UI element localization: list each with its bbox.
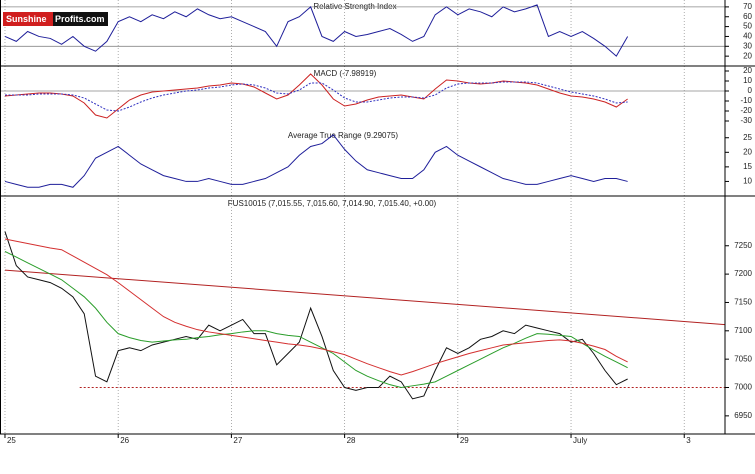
y-tick-label: 6950 <box>734 411 752 420</box>
y-tick-label: -10 <box>740 96 752 105</box>
y-tick-label: 7000 <box>734 383 752 392</box>
y-tick-label: 10 <box>743 76 752 85</box>
x-tick-label: 26 <box>120 436 129 445</box>
y-tick-label: 10 <box>743 177 752 186</box>
x-tick-label: July <box>573 436 587 445</box>
y-tick-label: 7250 <box>734 241 752 250</box>
y-tick-label: 7200 <box>734 269 752 278</box>
y-tick-label: 7050 <box>734 354 752 363</box>
y-tick-label: 40 <box>743 32 752 41</box>
trend-line <box>4 269 726 326</box>
y-tick-label: 70 <box>743 2 752 11</box>
y-tick-label: 20 <box>743 147 752 156</box>
logo: Sunshine Profits.com <box>3 12 108 26</box>
y-tick-label: 25 <box>743 133 752 142</box>
panel-title: MACD (-7.98919) <box>314 69 377 78</box>
series-line <box>4 73 628 119</box>
x-tick-label: 25 <box>7 436 16 445</box>
y-tick-label: 15 <box>743 162 752 171</box>
y-tick-label: 7100 <box>734 326 752 335</box>
logo-secondary: Profits.com <box>55 14 105 24</box>
series-line <box>4 250 628 389</box>
panel-title: FUS10015 (7,015.55, 7,015.60, 7,014.90, … <box>228 199 437 208</box>
y-tick-label: 20 <box>743 51 752 60</box>
logo-primary: Sunshine <box>6 14 47 24</box>
x-tick-label: 3 <box>686 436 691 445</box>
y-tick-label: 7150 <box>734 298 752 307</box>
x-tick-label: 27 <box>233 436 242 445</box>
y-tick-label: 0 <box>748 86 753 95</box>
logo-red <box>3 12 53 26</box>
y-tick-label: 20 <box>743 66 752 75</box>
series-line <box>4 238 628 376</box>
y-tick-label: 30 <box>743 41 752 50</box>
logo-black <box>53 12 108 26</box>
series-line <box>4 81 628 112</box>
series-line <box>4 4 629 57</box>
series-line <box>4 134 628 188</box>
panel-title: Average True Range (9.29075) <box>288 131 398 140</box>
y-tick-label: -30 <box>740 116 752 125</box>
series-line <box>4 231 628 400</box>
x-tick-label: 28 <box>347 436 356 445</box>
x-tick-label: 29 <box>460 436 469 445</box>
y-tick-label: 50 <box>743 22 752 31</box>
y-tick-label: 60 <box>743 12 752 21</box>
y-tick-label: -20 <box>740 106 752 115</box>
